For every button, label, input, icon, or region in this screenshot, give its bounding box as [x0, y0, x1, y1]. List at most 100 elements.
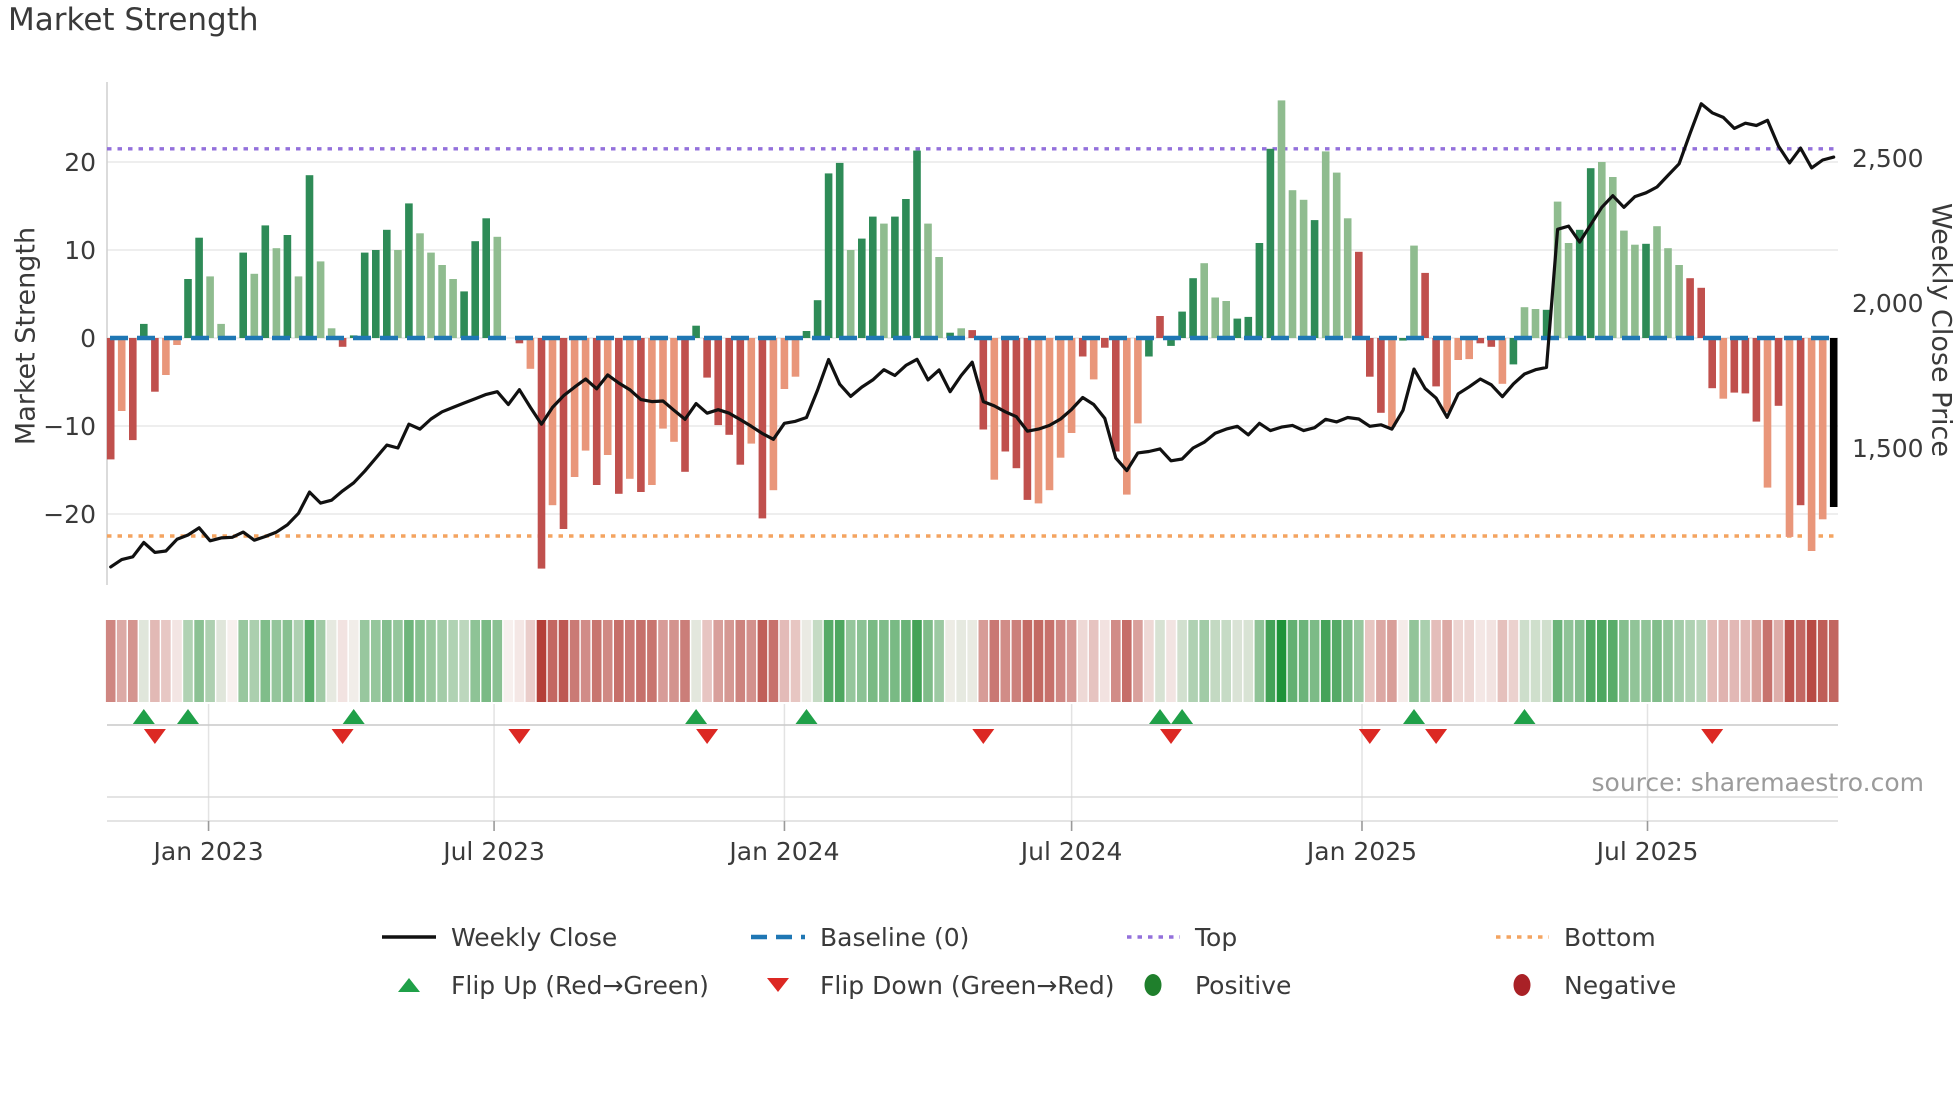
heatmap-cell: [1011, 620, 1022, 702]
source-note: source: sharemaestro.com: [1591, 768, 1925, 797]
strength-bar: [1045, 338, 1054, 491]
heatmap-cell: [1442, 620, 1452, 702]
strength-bar: [1410, 245, 1418, 338]
strength-bar: [1145, 338, 1153, 357]
heatmap-cell: [525, 620, 536, 702]
flip-up-marker: [1513, 709, 1536, 724]
price-tick-label: 1,500: [1852, 434, 1924, 463]
strength-bar: [1653, 226, 1661, 338]
heatmap-cell: [724, 620, 734, 702]
heatmap-cell: [216, 620, 226, 702]
heatmap-cell: [967, 620, 977, 702]
strength-bar: [1056, 338, 1065, 458]
strength-bar: [140, 323, 148, 338]
heatmap-cell: [1784, 620, 1795, 702]
heatmap-cell: [790, 620, 801, 702]
heatmap-cell: [1111, 620, 1121, 702]
strength-bar: [471, 241, 479, 338]
strength-bar: [338, 338, 347, 347]
heatmap-cell: [1210, 620, 1220, 702]
heatmap-cell: [481, 620, 491, 702]
heatmap-cell: [1497, 620, 1508, 702]
strength-bar: [548, 338, 557, 506]
strength-bar: [902, 199, 910, 338]
heatmap-cell: [128, 620, 138, 702]
strength-bar: [979, 338, 988, 430]
heatmap-cell: [183, 620, 193, 702]
heatmap-cell: [1707, 620, 1717, 702]
right-axis-title: Weekly Close Price: [1925, 202, 1957, 458]
strength-bar: [1697, 287, 1705, 338]
heatmap-cell: [868, 620, 878, 702]
strength-bar: [891, 216, 899, 338]
strength-bar: [924, 223, 932, 338]
strength-bar: [1222, 301, 1230, 338]
heatmap-cell: [1608, 620, 1618, 702]
strength-bar: [1642, 243, 1650, 338]
heatmap-cell: [1663, 620, 1673, 702]
heatmap-cell: [348, 620, 359, 702]
heatmap-cell: [1762, 620, 1773, 702]
heatmap-cell: [249, 620, 260, 702]
strength-bar: [1167, 338, 1175, 346]
strength-bar: [714, 338, 722, 426]
strength-bar: [162, 338, 170, 375]
strength-bar: [824, 173, 833, 338]
strength-bar: [913, 150, 921, 338]
heatmap-cell: [1508, 620, 1519, 702]
strength-bar: [1487, 338, 1496, 347]
strength-bar: [592, 338, 601, 485]
heatmap-cell: [1718, 620, 1729, 702]
strength-bar: [681, 338, 689, 472]
strength-bar: [1001, 338, 1010, 452]
strength-bar: [1631, 244, 1639, 338]
heatmap-cell: [1077, 620, 1088, 702]
heatmap-cell: [1431, 620, 1441, 702]
heatmap-cell: [1453, 620, 1463, 702]
strength-bar: [217, 323, 225, 338]
strength-bar: [151, 338, 159, 392]
strength-bar: [990, 338, 999, 480]
heatmap-cell: [470, 620, 480, 702]
heatmap-cell: [1265, 620, 1276, 702]
strength-bar: [1763, 338, 1772, 488]
heatmap-cell: [1331, 620, 1342, 702]
strength-bar: [880, 223, 888, 338]
heatmap-cell: [735, 620, 746, 702]
strength-bar: [802, 331, 811, 338]
strength-bar: [1421, 272, 1429, 338]
heatmap-cell: [1398, 620, 1408, 702]
heatmap-cell: [636, 620, 646, 702]
heatmap-cell: [116, 620, 127, 702]
heatmap-cell: [1729, 620, 1740, 702]
heatmap-cell: [669, 620, 679, 702]
strength-bar: [1255, 243, 1264, 338]
strength-bar: [1321, 151, 1330, 338]
strength-bar: [1620, 230, 1628, 338]
strength-bar: [1078, 338, 1087, 357]
heatmap-cell: [580, 620, 591, 702]
heatmap-cell: [857, 620, 867, 702]
strength-bar: [1686, 278, 1694, 338]
heatmap-cell: [845, 620, 856, 702]
heatmap-cell: [492, 620, 503, 702]
heatmap-cell: [1817, 620, 1828, 702]
heatmap-cell: [547, 620, 558, 702]
strength-bar: [1233, 318, 1242, 338]
heatmap-cell: [1320, 620, 1331, 702]
heatmap-cell: [978, 620, 989, 702]
price-tick-label: 2,000: [1852, 289, 1924, 318]
x-tick-label: Jan 2024: [727, 837, 839, 866]
strength-bar: [1465, 338, 1473, 360]
heatmap-cell: [823, 620, 834, 702]
heatmap-cell: [1806, 620, 1817, 702]
strength-bar: [1796, 338, 1805, 506]
strength-bar: [1730, 338, 1739, 393]
heatmap-cell: [194, 620, 204, 702]
strength-bar: [615, 338, 623, 494]
strength-bar: [1332, 172, 1341, 338]
strength-bar: [1377, 338, 1385, 413]
heatmap-cell: [1144, 620, 1154, 702]
heatmap-cell: [945, 620, 955, 702]
flip-up-marker: [1403, 709, 1425, 724]
